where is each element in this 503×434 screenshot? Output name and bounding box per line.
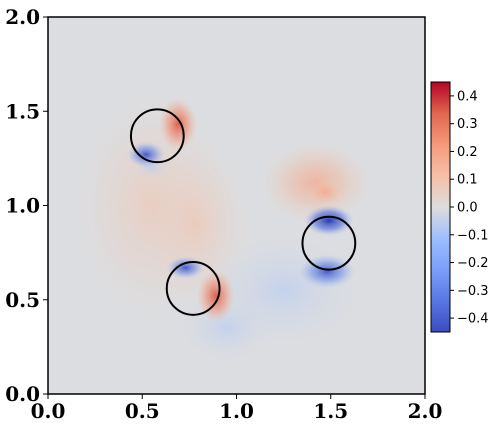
y-tick-label: 1.0 — [5, 194, 40, 218]
heatmap-field — [48, 17, 425, 394]
x-tick-label: 1.0 — [219, 399, 254, 423]
colorbar-tick-label: −0.3 — [457, 284, 489, 299]
colorbar-ticks: 0.4 0.3 0.2 0.1 0.0 −0.1 −0.2 −0.3 −0.4 — [450, 89, 489, 327]
colorbar-tick-label: 0.0 — [457, 201, 478, 216]
colorbar: 0.4 0.3 0.2 0.1 0.0 −0.1 −0.2 −0.3 −0.4 — [430, 81, 489, 333]
obstacle-circle-2 — [165, 261, 221, 316]
obstacle-circle-1 — [129, 108, 185, 164]
negative-lobe — [304, 205, 354, 236]
colorbar-tick-label: 0.1 — [457, 173, 478, 188]
field-blobs — [72, 88, 373, 362]
y-axis: 0.0 0.5 1.0 1.5 2.0 — [5, 5, 48, 406]
x-tick-label: 0.0 — [31, 399, 66, 423]
colorbar-tick-label: −0.1 — [457, 228, 489, 243]
colorbar-tick-label: −0.2 — [457, 256, 489, 271]
obstacle-circles — [129, 108, 357, 316]
y-tick-label: 0.0 — [5, 382, 40, 406]
colorbar-gradient — [431, 82, 450, 332]
colorbar-tick-label: 0.2 — [457, 145, 478, 160]
positive-lobe — [306, 179, 344, 206]
x-tick-label: 0.5 — [125, 399, 160, 423]
y-tick-label: 0.5 — [5, 288, 40, 312]
positive-lobe — [159, 98, 197, 151]
y-tick-label: 2.0 — [5, 5, 40, 29]
x-axis: 0.0 0.5 1.0 1.5 2.0 — [31, 394, 443, 423]
x-tick-label: 2.0 — [408, 399, 443, 423]
colorbar-tick-label: 0.3 — [457, 117, 478, 132]
x-tick-label: 1.5 — [313, 399, 348, 423]
colorbar-tick-label: 0.4 — [457, 89, 478, 104]
colorbar-tick-label: −0.4 — [457, 312, 489, 327]
positive-lobe — [196, 269, 235, 323]
negative-lobe — [166, 256, 205, 280]
y-tick-label: 1.5 — [5, 99, 40, 123]
obstacle-circle-3 — [301, 215, 357, 271]
